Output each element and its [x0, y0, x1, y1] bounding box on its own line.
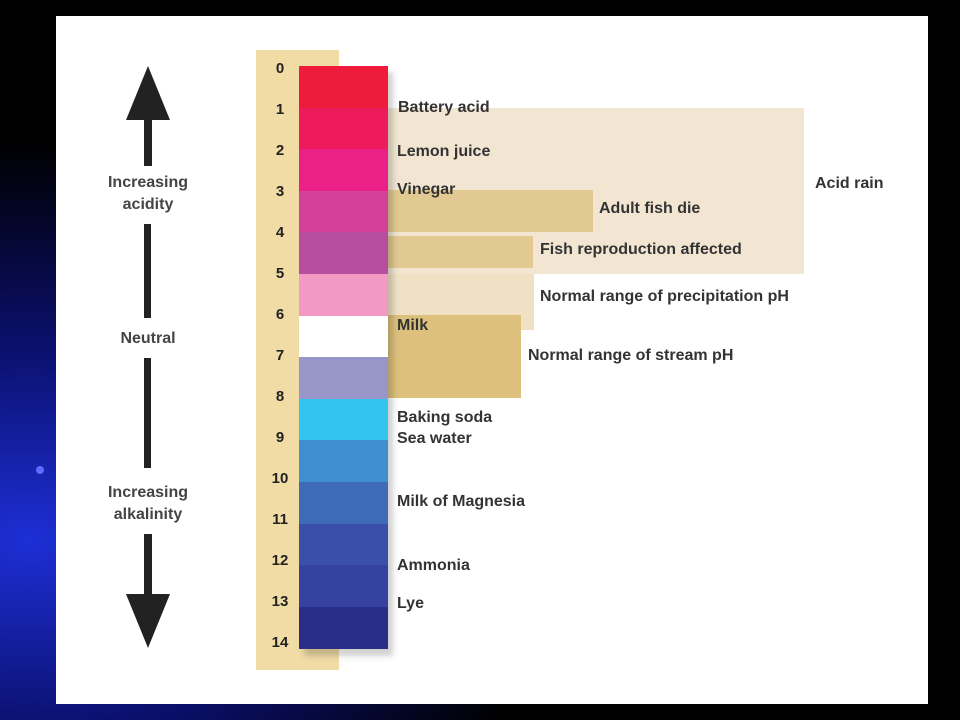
label-ammonia: Ammonia — [397, 557, 470, 574]
fish-reproduction-range — [388, 236, 533, 268]
ph-band — [299, 357, 388, 400]
label-lemon-juice: Lemon juice — [397, 143, 491, 160]
ph-band — [299, 606, 388, 649]
ph-number: 10 — [271, 470, 289, 487]
down-arrow-icon — [126, 534, 170, 648]
ph-band — [299, 107, 388, 150]
up-arrow-icon — [126, 66, 170, 166]
label-precipitation-range: Normal range of precipitation pH — [540, 288, 789, 305]
adult-fish-die-range — [388, 190, 593, 232]
ph-band — [299, 274, 388, 317]
label-milk: Milk — [397, 317, 429, 334]
ph-number: 0 — [275, 60, 285, 77]
label-adult-fish-die: Adult fish die — [599, 200, 701, 217]
label-sea-water: Sea water — [397, 430, 472, 447]
ph-number: 5 — [275, 265, 285, 282]
stream-range — [388, 315, 521, 398]
ph-number: 12 — [271, 552, 289, 569]
ph-number: 3 — [275, 183, 285, 200]
ph-band — [299, 565, 388, 608]
increasing-acidity-label: Increasing acidity — [83, 172, 213, 216]
alkalinity-line-1: Increasing — [107, 484, 189, 501]
label-battery-acid: Battery acid — [398, 99, 490, 116]
acidity-line-1: Increasing — [107, 174, 189, 191]
acidity-line-2: acidity — [122, 196, 174, 213]
ph-number: 1 — [275, 101, 285, 118]
increasing-alkalinity-label: Increasing alkalinity — [83, 482, 213, 526]
label-vinegar: Vinegar — [397, 181, 456, 198]
arrow-shaft — [144, 224, 151, 318]
ph-number: 7 — [275, 347, 285, 364]
ph-number: 2 — [275, 142, 285, 159]
ph-number: 4 — [275, 224, 285, 241]
ph-number: 9 — [275, 429, 285, 446]
ph-band — [299, 315, 388, 358]
ph-band — [299, 440, 388, 483]
label-acid-rain: Acid rain — [815, 175, 884, 192]
alkalinity-line-2: alkalinity — [113, 506, 183, 523]
ph-number: 6 — [275, 306, 285, 323]
ph-band — [299, 66, 388, 109]
ph-number: 8 — [275, 388, 285, 405]
ph-number: 13 — [271, 593, 289, 610]
arrow-shaft — [144, 358, 151, 468]
ph-band — [299, 232, 388, 275]
ph-band — [299, 149, 388, 192]
neutral-label: Neutral — [120, 330, 176, 347]
ph-band — [299, 398, 388, 441]
ph-band — [299, 190, 388, 233]
label-fish-reproduction: Fish reproduction affected — [540, 241, 742, 258]
ph-number: 11 — [272, 511, 288, 528]
label-baking-soda: Baking soda — [397, 409, 493, 426]
ph-band — [299, 482, 388, 525]
ph-number: 14 — [271, 634, 289, 651]
ph-band — [299, 523, 388, 566]
label-stream-range: Normal range of stream pH — [528, 347, 734, 364]
label-milk-of-magnesia: Milk of Magnesia — [397, 493, 526, 510]
label-lye: Lye — [397, 595, 424, 612]
